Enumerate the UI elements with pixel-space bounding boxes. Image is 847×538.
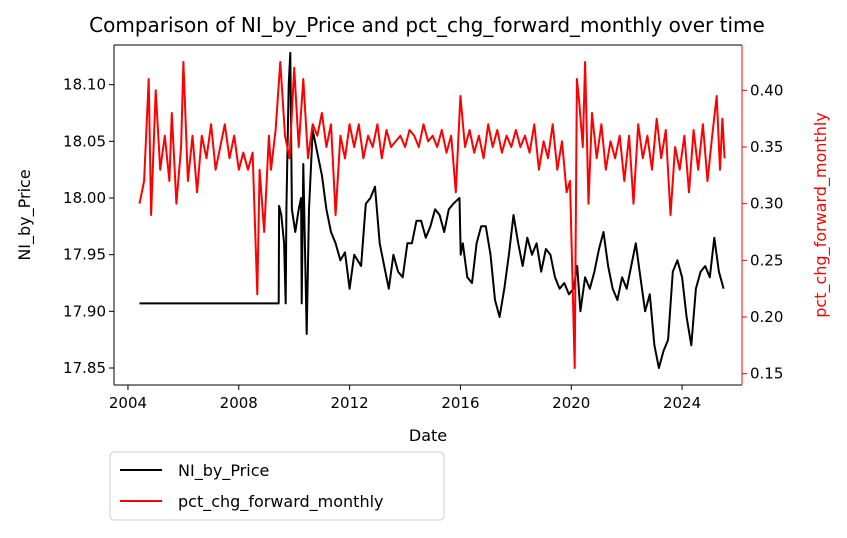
legend-label-1: NI_by_Price [178, 461, 269, 481]
x-axis-label: Date [409, 426, 447, 445]
y-tick-label-left: 18.10 [63, 76, 106, 94]
y-tick-label-right: 0.20 [750, 308, 783, 326]
legend-box [109, 451, 445, 521]
y-tick-label-right: 0.40 [750, 81, 783, 99]
legend-label-2: pct_chg_forward_monthly [178, 492, 384, 512]
y-tick-label-right: 0.35 [750, 138, 783, 156]
y-tick-label-left: 17.95 [63, 246, 106, 264]
x-tick-label: 2004 [109, 394, 147, 412]
y-tick-label-right: 0.15 [750, 365, 783, 383]
series-line-2 [138, 61, 726, 369]
y-axis-label-left: NI_by_Price [15, 169, 35, 260]
x-tick-label: 2012 [331, 394, 369, 412]
y-tick-label-left: 17.90 [63, 302, 106, 320]
y-tick-label-right: 0.30 [750, 195, 783, 213]
series-line-1 [139, 51, 725, 369]
x-tick-label: 2020 [552, 394, 590, 412]
y-axis-label-right: pct_chg_forward_monthly [811, 112, 831, 318]
chart-legend: NI_by_Price pct_chg_forward_monthly [109, 451, 445, 521]
x-tick-label: 2016 [441, 394, 479, 412]
chart-title: Comparison of NI_by_Price and pct_chg_fo… [89, 13, 765, 37]
y-tick-label-left: 17.85 [63, 359, 106, 377]
x-tick-label: 2008 [220, 394, 258, 412]
y-tick-label-right: 0.25 [750, 251, 783, 269]
x-tick-label: 2024 [663, 394, 701, 412]
plot-area: 2004 2008 2012 2016 2020 2024 17.85 17.90 17.95 1… [63, 44, 783, 412]
y-tick-label-left: 18.00 [63, 189, 106, 207]
y-tick-label-left: 18.05 [63, 132, 106, 150]
